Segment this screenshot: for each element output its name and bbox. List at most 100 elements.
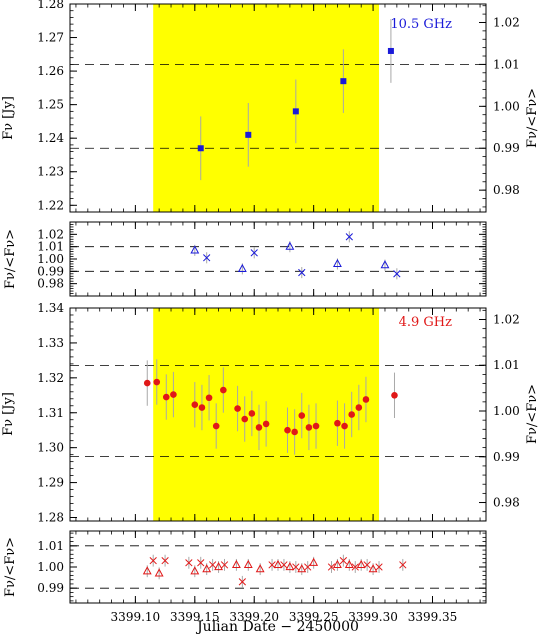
data-point xyxy=(197,145,204,152)
data-point xyxy=(362,396,370,403)
data-point xyxy=(351,563,359,571)
data-point xyxy=(391,391,398,399)
y-tick-label: 1.01 xyxy=(37,240,64,254)
data-point xyxy=(190,245,200,254)
y-tick-label: 1.28 xyxy=(37,511,64,525)
y-tick-label: 1.28 xyxy=(37,0,64,11)
data-point xyxy=(153,378,161,386)
data-point xyxy=(297,564,307,573)
data-point xyxy=(312,422,320,430)
data-point xyxy=(332,559,342,568)
data-point xyxy=(197,559,205,567)
data-point xyxy=(284,426,291,434)
data-point xyxy=(285,241,295,250)
y-tick-label: 1.02 xyxy=(37,227,64,241)
y2-tick-label: 0.99 xyxy=(493,450,520,464)
data-point xyxy=(205,394,213,402)
x-tick-label: 3399.20 xyxy=(229,610,279,624)
y-tick-label: 1.23 xyxy=(37,165,64,179)
y-axis-label: Fν [Jy] xyxy=(1,96,16,140)
y2-axis-label: Fν/<Fν> xyxy=(525,384,538,444)
data-point xyxy=(220,561,229,569)
data-point xyxy=(190,566,200,575)
y2-tick-label: 0.99 xyxy=(493,141,520,155)
data-point xyxy=(234,405,241,412)
x-axis-label: Julian Date − 2450000 xyxy=(195,619,359,635)
data-point xyxy=(387,47,394,54)
data-point xyxy=(185,559,193,567)
data-point xyxy=(162,393,170,401)
data-point xyxy=(170,391,177,398)
y-axis-label: Fν/<Fν> xyxy=(3,229,18,289)
y-tick-label: 1.32 xyxy=(37,371,64,385)
y-tick-label: 1.29 xyxy=(37,476,64,490)
data-point xyxy=(399,561,407,569)
data-point xyxy=(280,561,288,569)
x-tick-label: 3399.25 xyxy=(289,610,339,624)
y2-tick-label: 1.02 xyxy=(493,15,520,29)
data-point xyxy=(292,563,300,571)
frequency-annotation: 4.9 GHz xyxy=(399,315,453,330)
data-point xyxy=(305,424,313,431)
data-point xyxy=(262,420,270,428)
y-tick-label: 1.24 xyxy=(37,131,64,145)
data-point xyxy=(368,564,378,573)
y-tick-label: 1.01 xyxy=(37,539,64,553)
data-point xyxy=(393,270,401,278)
frequency-annotation: 10.5 GHz xyxy=(390,17,452,32)
data-point xyxy=(191,401,199,409)
data-point xyxy=(298,412,306,419)
y2-axis-label: Fν/<Fν> xyxy=(525,88,538,148)
data-point xyxy=(255,564,265,573)
y2-tick-label: 0.98 xyxy=(493,183,520,197)
data-point xyxy=(345,233,353,241)
data-point xyxy=(198,404,206,411)
data-point xyxy=(292,108,299,115)
y-tick-label: 0.99 xyxy=(37,581,64,595)
data-point xyxy=(339,556,348,565)
x-tick-label: 3399.15 xyxy=(170,610,220,624)
x-tick-label: 3399.35 xyxy=(408,610,458,624)
data-point xyxy=(332,258,342,268)
y-tick-label: 1.27 xyxy=(37,31,64,45)
y2-tick-label: 1.00 xyxy=(493,99,520,113)
data-point xyxy=(241,415,249,423)
data-point xyxy=(142,566,152,575)
data-point xyxy=(334,419,341,427)
y-tick-label: 1.25 xyxy=(37,98,64,112)
data-point xyxy=(255,424,263,431)
y-tick-label: 1.22 xyxy=(37,198,64,212)
data-point xyxy=(220,386,227,394)
data-point xyxy=(285,561,295,571)
data-point xyxy=(327,563,336,571)
data-point xyxy=(248,410,256,417)
data-point xyxy=(356,559,366,568)
data-point xyxy=(245,131,252,138)
data-point xyxy=(149,556,157,565)
data-point xyxy=(268,561,276,569)
data-point xyxy=(202,564,212,573)
y-tick-label: 1.33 xyxy=(37,336,64,350)
y2-tick-label: 0.98 xyxy=(493,496,520,510)
highlight-band xyxy=(153,4,380,212)
y-tick-label: 0.98 xyxy=(37,277,64,291)
data-point xyxy=(363,561,371,569)
y-tick-label: 1.30 xyxy=(37,441,64,455)
x-tick-label: 3399.30 xyxy=(348,610,398,624)
y-axis-label: Fν/<Fν> xyxy=(3,537,18,597)
data-point xyxy=(309,557,319,566)
y-tick-label: 1.31 xyxy=(37,406,64,420)
data-point xyxy=(214,561,224,571)
y-tick-label: 0.99 xyxy=(37,264,64,278)
data-point xyxy=(237,263,247,272)
data-point xyxy=(298,268,306,277)
plot-frame xyxy=(69,221,487,297)
y2-tick-label: 1.01 xyxy=(493,57,520,71)
data-point xyxy=(212,422,220,430)
panel-10ghz-flux: 1.22 1.23 1.24 1.25 1.26 1.27 1.28 0.98 0.99 1.00… xyxy=(1,0,538,213)
data-point xyxy=(291,428,298,436)
y2-tick-label: 1.01 xyxy=(493,358,520,372)
y-tick-label: 1.26 xyxy=(37,64,64,78)
data-point xyxy=(340,78,347,85)
data-point xyxy=(208,561,217,569)
